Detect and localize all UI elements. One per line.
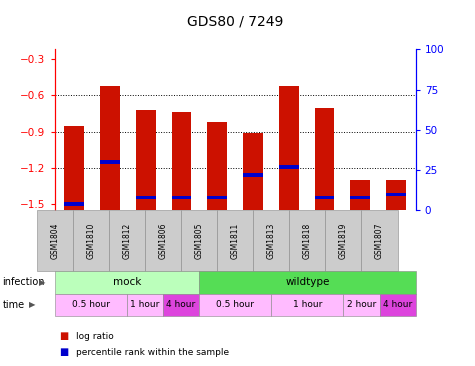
Bar: [208, 122, 227, 210]
Bar: [386, 193, 406, 196]
Bar: [279, 165, 299, 169]
Text: GSM1811: GSM1811: [231, 223, 239, 259]
Bar: [351, 180, 370, 210]
Text: 2 hour: 2 hour: [347, 300, 376, 309]
Text: GSM1804: GSM1804: [50, 223, 59, 259]
Text: GSM1805: GSM1805: [195, 223, 203, 259]
Bar: [208, 196, 227, 199]
Text: ■: ■: [59, 347, 68, 357]
Bar: [314, 108, 334, 210]
Bar: [136, 196, 156, 199]
Text: ▶: ▶: [38, 278, 45, 287]
Bar: [386, 180, 406, 210]
Bar: [65, 126, 84, 210]
Text: GDS80 / 7249: GDS80 / 7249: [187, 15, 283, 29]
Bar: [243, 173, 263, 177]
Text: ▶: ▶: [29, 300, 36, 309]
Text: 0.5 hour: 0.5 hour: [216, 300, 254, 309]
Bar: [136, 110, 156, 210]
Text: ■: ■: [59, 331, 68, 341]
Bar: [314, 196, 334, 199]
Text: mock: mock: [113, 277, 141, 287]
Text: GSM1818: GSM1818: [303, 223, 312, 259]
Text: time: time: [2, 300, 25, 310]
Text: GSM1807: GSM1807: [375, 223, 384, 259]
Bar: [171, 196, 191, 199]
Text: GSM1810: GSM1810: [86, 223, 95, 259]
Text: 4 hour: 4 hour: [383, 300, 412, 309]
Text: GSM1813: GSM1813: [267, 223, 276, 259]
Bar: [100, 160, 120, 164]
Text: GSM1812: GSM1812: [123, 223, 131, 259]
Bar: [171, 112, 191, 210]
Bar: [65, 202, 84, 206]
Bar: [279, 86, 299, 210]
Text: 1 hour: 1 hour: [293, 300, 322, 309]
Text: 4 hour: 4 hour: [166, 300, 196, 309]
Bar: [100, 86, 120, 210]
Bar: [243, 133, 263, 210]
Text: 0.5 hour: 0.5 hour: [72, 300, 110, 309]
Text: GSM1806: GSM1806: [159, 223, 167, 259]
Text: 1 hour: 1 hour: [130, 300, 160, 309]
Bar: [351, 196, 370, 199]
Text: wildtype: wildtype: [285, 277, 330, 287]
Text: infection: infection: [2, 277, 45, 287]
Text: percentile rank within the sample: percentile rank within the sample: [76, 348, 229, 356]
Text: log ratio: log ratio: [76, 332, 114, 341]
Text: GSM1819: GSM1819: [339, 223, 348, 259]
